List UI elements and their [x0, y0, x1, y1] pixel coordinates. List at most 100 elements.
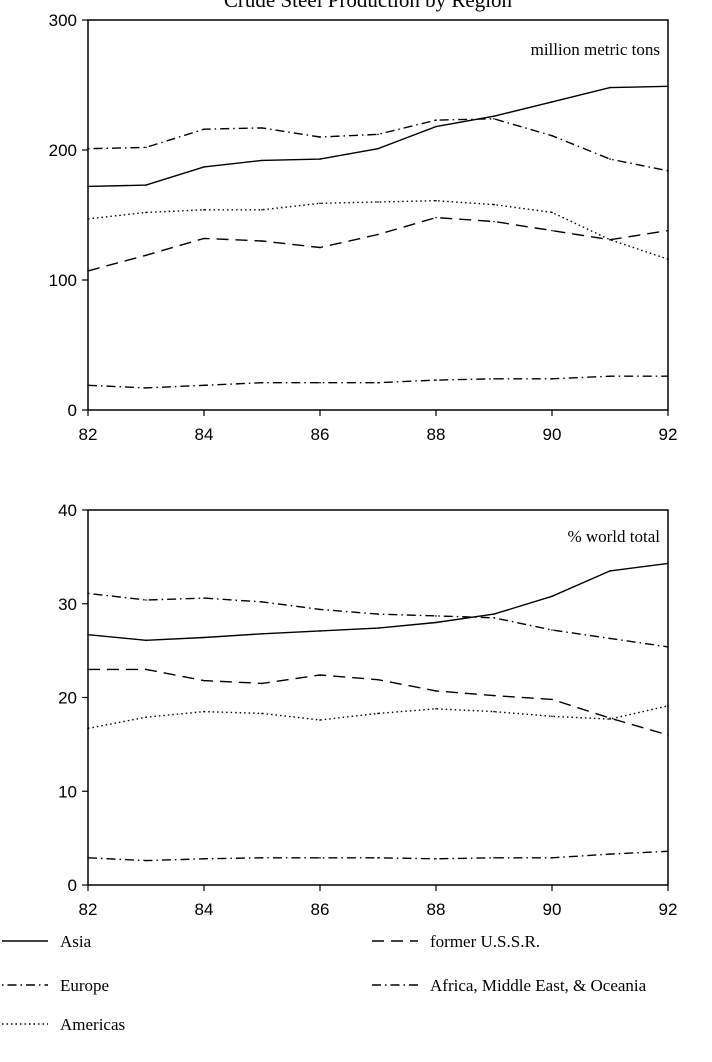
data-point [609, 375, 611, 378]
legend: Asia former U.S.S.R. Europe Africa, Middle … [2, 932, 647, 1034]
x-tick-label: 88 [427, 900, 446, 919]
x-tick-label: 82 [79, 900, 98, 919]
series-line-americas [87, 199, 669, 260]
y-tick-label: 200 [49, 141, 77, 160]
data-point [667, 850, 669, 853]
data-point [203, 597, 205, 599]
data-point [551, 857, 553, 859]
data-point [493, 118, 495, 120]
data-point [667, 258, 669, 261]
unit-label: million metric tons [531, 40, 660, 59]
data-point [203, 710, 205, 713]
data-point [667, 705, 669, 707]
data-point [435, 857, 437, 860]
data-point [377, 381, 379, 384]
data-point [435, 615, 437, 617]
data-point [551, 595, 553, 598]
data-point [87, 592, 89, 595]
data-point [493, 857, 495, 859]
plot-frame [87, 19, 669, 411]
data-point [667, 229, 669, 232]
data-point [145, 859, 147, 862]
series-line-africa-middle-east-oceania [87, 850, 669, 862]
data-point [435, 707, 437, 710]
data-point [87, 147, 89, 150]
data-point [87, 668, 89, 671]
y-tick-label: 100 [49, 271, 77, 290]
data-point [377, 678, 379, 681]
y-tick-label: 0 [68, 876, 77, 895]
x-tick-label: 84 [195, 900, 214, 919]
x-tick-label: 92 [659, 900, 678, 919]
y-tick-label: 10 [58, 782, 77, 801]
data-point [203, 679, 205, 682]
data-point [319, 719, 321, 721]
data-point [493, 613, 495, 615]
plot-frame [87, 509, 669, 886]
data-point [87, 633, 89, 636]
data-point [377, 627, 379, 629]
data-point [145, 211, 147, 214]
data-point [145, 716, 147, 718]
unit-label: % world total [567, 527, 660, 546]
data-point [87, 384, 89, 387]
series-line-asia [87, 85, 669, 188]
data-point [87, 727, 89, 730]
data-point [145, 599, 147, 601]
data-point [319, 246, 321, 249]
share-panel: 0 10 20 30 40 82 84 86 88 90 92 % world total [58, 501, 677, 919]
data-point [319, 608, 321, 611]
production-panel: 0 100 200 300 82 84 86 88 90 92 million metric ton… [49, 11, 678, 444]
data-point [435, 199, 437, 202]
legend-label: former U.S.S.R. [430, 932, 540, 951]
x-tick-label: 88 [427, 425, 446, 444]
data-point [319, 381, 321, 384]
y-tick-label: 0 [68, 401, 77, 420]
data-point [261, 857, 263, 859]
data-point [319, 674, 321, 676]
data-point [145, 254, 147, 257]
data-point [87, 185, 89, 188]
data-point [203, 636, 205, 639]
data-point [609, 637, 611, 640]
legend-label: Africa, Middle East, & Oceania [430, 976, 647, 995]
data-point [87, 270, 89, 272]
data-point [493, 115, 495, 117]
x-tick-label: 86 [311, 425, 330, 444]
data-point [493, 203, 495, 206]
data-point [203, 857, 205, 860]
series-line-africa-middle-east-oceania [87, 375, 668, 389]
data-point [377, 133, 379, 136]
x-tick-label: 92 [659, 425, 678, 444]
data-point [377, 147, 379, 150]
data-point [667, 646, 669, 648]
legend-label: Asia [60, 932, 92, 951]
data-point [377, 233, 379, 236]
data-point [609, 158, 611, 160]
data-point [435, 125, 437, 128]
data-point [377, 712, 379, 715]
data-point [435, 216, 437, 219]
x-tick-label: 82 [79, 425, 98, 444]
data-point [551, 211, 553, 214]
data-point [261, 209, 263, 211]
data-point [609, 238, 611, 241]
data-point [667, 85, 669, 88]
legend-label: Europe [60, 976, 109, 995]
data-point [319, 857, 321, 859]
data-point [551, 229, 553, 232]
data-point [203, 166, 205, 168]
y-tick-label: 20 [58, 689, 77, 708]
y-tick-label: 30 [58, 595, 77, 614]
data-point [609, 570, 611, 572]
data-point [203, 128, 205, 130]
series-line-europe [87, 118, 669, 172]
data-point [261, 159, 263, 162]
data-point [261, 381, 263, 384]
data-point [377, 613, 379, 615]
y-tick-label: 40 [58, 501, 77, 520]
data-point [145, 146, 147, 149]
data-point [493, 220, 495, 223]
data-point [261, 632, 263, 635]
